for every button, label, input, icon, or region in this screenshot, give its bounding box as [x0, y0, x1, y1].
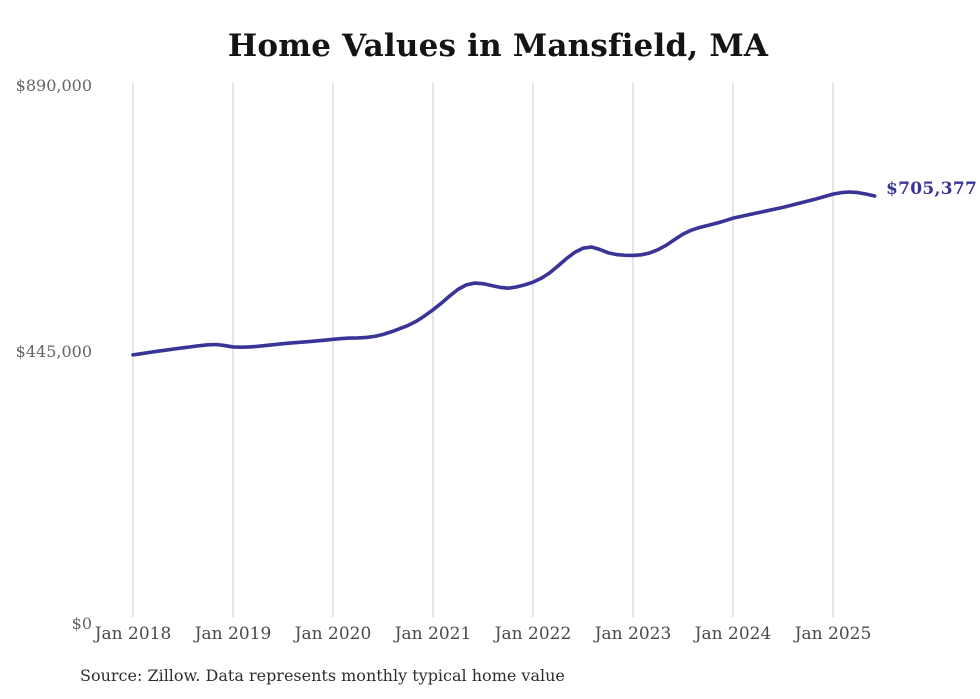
x-axis-tick-2019: Jan 2019: [194, 624, 272, 644]
source-note: Source: Zillow. Data represents monthly …: [80, 666, 565, 685]
end-value-label: $705,377: [886, 179, 978, 199]
y-axis-tick-mid: $445,000: [15, 342, 92, 361]
y-axis-tick-zero: $0: [71, 614, 92, 633]
home-value-line: [131, 190, 877, 357]
x-axis-tick-2024: Jan 2024: [694, 624, 772, 644]
x-axis-tick-2023: Jan 2023: [594, 624, 672, 644]
y-axis-tick-max: $890,000: [15, 76, 92, 95]
x-axis-tick-2020: Jan 2020: [294, 624, 372, 644]
x-axis-tick-2021: Jan 2021: [394, 624, 472, 644]
x-axis-tick-2022: Jan 2022: [494, 624, 572, 644]
chart-title: Home Values in Mansfield, MA: [227, 28, 769, 64]
x-axis-tick-2025: Jan 2025: [794, 624, 872, 644]
x-axis-tick-2018: Jan 2018: [94, 624, 172, 644]
